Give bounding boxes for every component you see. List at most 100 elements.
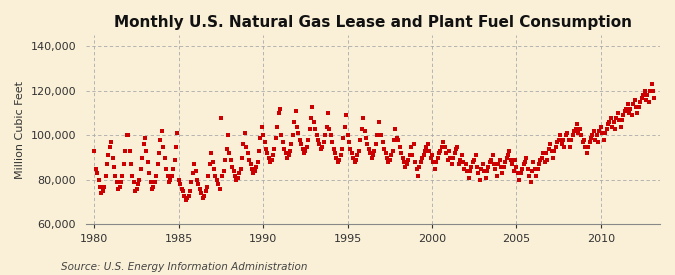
- Point: [280, 151, 291, 155]
- Point: [455, 158, 466, 162]
- Point: [335, 153, 346, 158]
- Point: [495, 164, 506, 169]
- Point: [207, 160, 218, 164]
- Point: [520, 160, 531, 164]
- Point: [340, 124, 350, 129]
- Point: [168, 167, 179, 171]
- Point: [535, 158, 546, 162]
- Point: [268, 153, 279, 158]
- Point: [314, 142, 325, 147]
- Point: [231, 178, 242, 182]
- Point: [500, 160, 510, 164]
- Point: [285, 149, 296, 153]
- Point: [521, 156, 532, 160]
- Point: [554, 138, 564, 142]
- Point: [481, 169, 492, 173]
- Point: [211, 178, 222, 182]
- Point: [169, 158, 180, 162]
- Text: Source: U.S. Energy Information Administration: Source: U.S. Energy Information Administ…: [61, 262, 307, 272]
- Point: [577, 140, 588, 144]
- Point: [638, 93, 649, 98]
- Point: [273, 111, 284, 116]
- Point: [593, 140, 603, 144]
- Point: [289, 120, 300, 124]
- Point: [502, 156, 512, 160]
- Point: [493, 162, 504, 167]
- Point: [292, 124, 302, 129]
- Point: [375, 133, 385, 138]
- Point: [275, 107, 286, 111]
- Point: [232, 175, 243, 180]
- Point: [385, 158, 396, 162]
- Point: [369, 149, 380, 153]
- Point: [516, 167, 527, 171]
- Point: [182, 196, 192, 200]
- Point: [562, 131, 572, 136]
- Point: [205, 162, 215, 167]
- Point: [572, 122, 583, 127]
- Point: [123, 133, 134, 138]
- Point: [237, 156, 248, 160]
- Point: [604, 120, 615, 124]
- Point: [203, 173, 214, 178]
- Point: [93, 178, 104, 182]
- Title: Monthly U.S. Natural Gas Lease and Plant Fuel Consumption: Monthly U.S. Natural Gas Lease and Plant…: [114, 15, 632, 30]
- Point: [263, 156, 274, 160]
- Point: [576, 133, 587, 138]
- Point: [360, 136, 371, 140]
- Point: [456, 153, 467, 158]
- Point: [445, 156, 456, 160]
- Point: [621, 107, 632, 111]
- Point: [223, 133, 234, 138]
- Point: [119, 162, 130, 167]
- Point: [368, 153, 379, 158]
- Point: [451, 147, 462, 151]
- Point: [109, 164, 119, 169]
- Point: [140, 136, 151, 140]
- Point: [546, 149, 557, 153]
- Point: [132, 182, 143, 187]
- Point: [420, 149, 431, 153]
- Point: [423, 142, 433, 147]
- Point: [153, 162, 163, 167]
- Point: [641, 98, 651, 102]
- Point: [230, 173, 240, 178]
- Point: [171, 144, 182, 149]
- Point: [345, 147, 356, 151]
- Point: [217, 173, 227, 178]
- Point: [178, 189, 188, 193]
- Point: [616, 118, 627, 122]
- Point: [209, 167, 219, 171]
- Point: [271, 136, 281, 140]
- Point: [110, 173, 121, 178]
- Point: [545, 142, 556, 147]
- Point: [586, 136, 597, 140]
- Point: [403, 158, 414, 162]
- Point: [583, 144, 593, 149]
- Point: [161, 167, 171, 171]
- Point: [272, 124, 283, 129]
- Point: [630, 104, 641, 109]
- Point: [246, 167, 257, 171]
- Point: [349, 160, 360, 164]
- Point: [261, 147, 271, 151]
- Point: [397, 156, 408, 160]
- Point: [256, 124, 267, 129]
- Point: [106, 140, 117, 144]
- Point: [134, 178, 144, 182]
- Point: [411, 167, 422, 171]
- Point: [614, 118, 624, 122]
- Point: [407, 153, 418, 158]
- Point: [197, 196, 208, 200]
- Point: [625, 107, 636, 111]
- Point: [508, 169, 519, 173]
- Point: [193, 182, 204, 187]
- Point: [449, 151, 460, 155]
- Point: [294, 138, 305, 142]
- Point: [262, 151, 273, 155]
- Point: [127, 173, 138, 178]
- Point: [463, 175, 474, 180]
- Point: [628, 102, 639, 106]
- Point: [476, 167, 487, 171]
- Point: [376, 133, 387, 138]
